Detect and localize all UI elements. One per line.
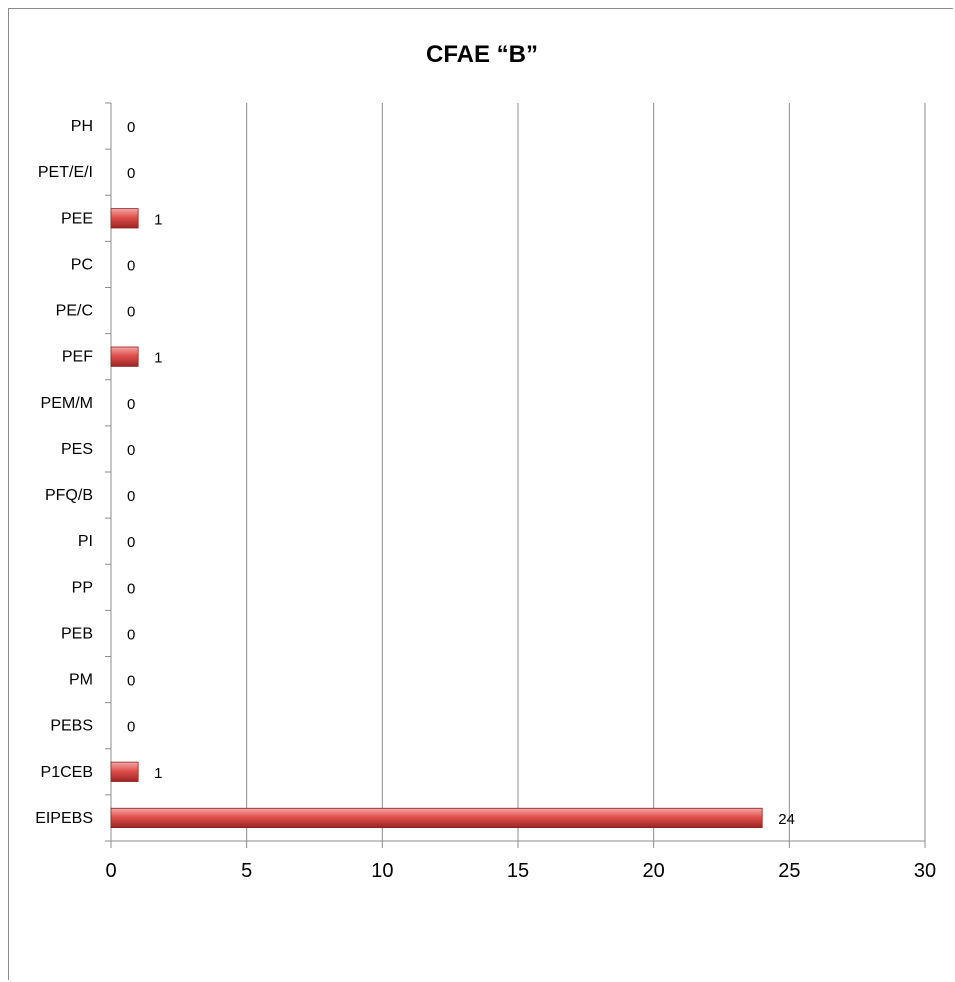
data-label: 0 [127,719,135,736]
data-label: 0 [127,304,135,321]
x-tick-label: 15 [507,860,529,882]
axes [105,102,926,848]
data-label: 0 [127,257,135,274]
category-label: PE/C [56,303,93,320]
bar-eipebs [110,807,763,829]
data-label: 0 [127,396,135,413]
x-tick-label: 20 [643,860,665,882]
category-label: PEB [61,625,93,642]
data-label: 1 [154,350,162,367]
x-tick-label: 10 [371,860,393,882]
category-label: PEBS [50,718,93,735]
chart-title: CFAE “B” [426,41,538,68]
data-label: 24 [778,811,795,828]
chart-frame [8,8,953,980]
category-label: PI [78,533,93,550]
data-label: 0 [127,673,135,690]
data-label: 1 [154,211,162,228]
category-label: PH [71,118,93,135]
gridlines [246,103,926,841]
data-label: 0 [127,534,135,551]
x-tick-label: 5 [241,860,252,882]
bar-p1ceb [110,761,139,782]
category-label: PP [72,579,93,596]
x-tick-label: 0 [105,860,116,882]
data-label: 1 [154,765,162,782]
category-label: PM [69,672,93,689]
category-label: EIPEBS [35,810,93,827]
data-label: 0 [127,580,135,597]
category-label: PET/E/I [38,164,93,181]
data-label: 0 [127,165,135,182]
category-label: P1CEB [41,764,93,781]
data-label: 0 [127,442,135,459]
category-label: PEM/M [41,395,93,412]
data-label: 0 [127,626,135,643]
category-label: PEF [62,349,93,366]
category-label: PEE [61,210,93,227]
category-label: PES [61,441,93,458]
category-label: PFQ/B [45,487,93,504]
bars [110,208,763,829]
bar-pee [110,208,139,229]
x-tick-label: 30 [914,860,936,882]
x-tick-label: 25 [778,860,800,882]
category-label: PC [71,256,93,273]
bar-pef [110,346,139,367]
data-label: 0 [127,488,135,505]
data-label: 0 [127,119,135,136]
